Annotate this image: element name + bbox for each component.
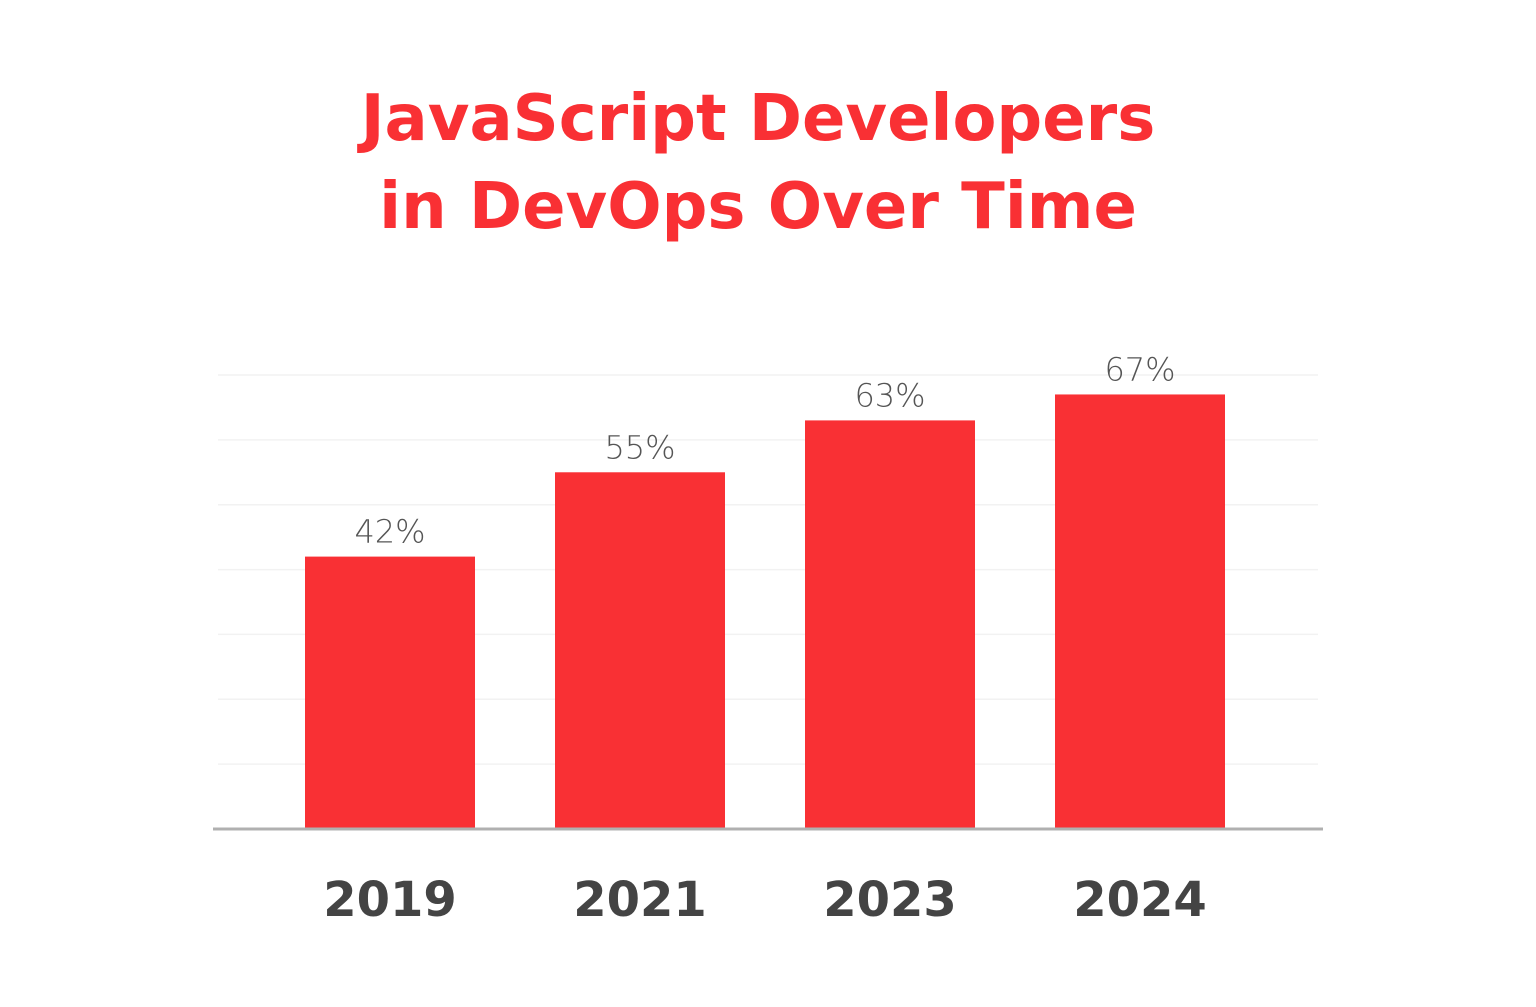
bar-2023 — [805, 420, 975, 829]
data-label: 55% — [604, 428, 675, 466]
bar-2024 — [1055, 394, 1225, 829]
data-label: 63% — [854, 376, 925, 414]
data-label: 67% — [1104, 350, 1175, 388]
bar-2021 — [555, 472, 725, 829]
x-tick-label: 2019 — [323, 872, 457, 928]
x-tick-label: 2021 — [573, 872, 707, 928]
x-tick-label: 2024 — [1073, 872, 1207, 928]
data-label: 42% — [354, 513, 425, 551]
chart-title-line-1: JavaScript Developers — [360, 82, 1156, 156]
bar-2019 — [305, 556, 475, 829]
chart-title-line-2: in DevOps Over Time — [379, 170, 1137, 244]
x-tick-label: 2023 — [823, 872, 957, 928]
